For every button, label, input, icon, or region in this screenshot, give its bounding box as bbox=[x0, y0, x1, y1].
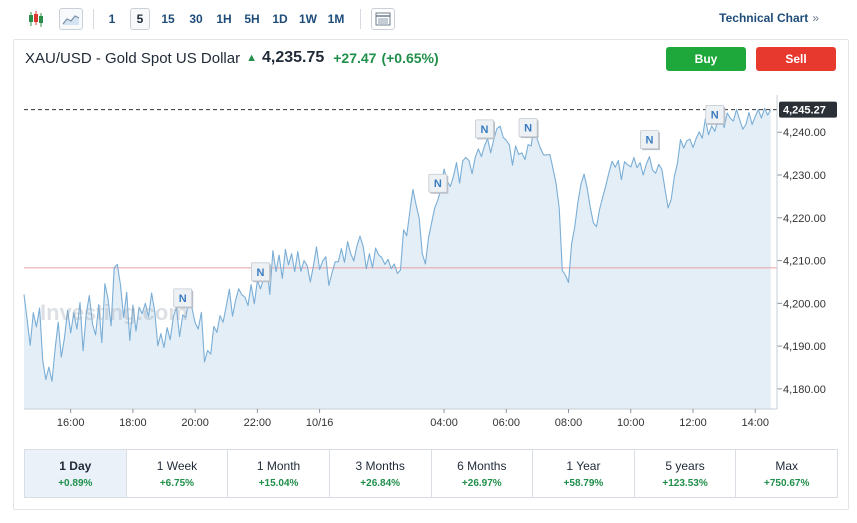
x-tick-label: 22:00 bbox=[244, 417, 272, 429]
technical-chart-label[interactable]: Technical Chart bbox=[719, 11, 809, 25]
range-label: Max bbox=[775, 458, 799, 473]
last-price: 4,235.75 bbox=[261, 49, 325, 66]
news-marker[interactable]: N bbox=[640, 130, 660, 151]
chart-toolbar: 1 5 15 30 1H 5H 1D 1W 1M Technical Chart… bbox=[0, 0, 857, 38]
range-change: +26.97% bbox=[461, 477, 502, 489]
news-marker-label: N bbox=[179, 293, 187, 305]
y-tick-label: 4,240.00 bbox=[783, 127, 826, 139]
news-marker-box bbox=[640, 130, 659, 150]
x-tick-label: 18:00 bbox=[119, 417, 147, 429]
range-5-years[interactable]: 5 years +123.53% bbox=[635, 450, 737, 497]
x-tick-label: 08:00 bbox=[555, 417, 583, 429]
timeframe-1h[interactable]: 1H bbox=[216, 12, 232, 26]
y-tick-label: 4,210.00 bbox=[783, 256, 826, 268]
range-label: 1 Year bbox=[566, 458, 601, 473]
watermark: Investing.com bbox=[40, 300, 188, 325]
news-marker[interactable]: N bbox=[705, 104, 726, 125]
range-6-months[interactable]: 6 Months +26.97% bbox=[432, 450, 534, 497]
timeframe-5[interactable]: 5 bbox=[130, 8, 150, 30]
arrow-up-icon: ▲ bbox=[246, 52, 257, 64]
range-1-month[interactable]: 1 Month +15.04% bbox=[228, 450, 330, 497]
news-marker-box bbox=[251, 262, 270, 282]
news-marker-box bbox=[428, 173, 448, 193]
y-tick-label: 4,200.00 bbox=[783, 298, 826, 310]
toolbar-divider bbox=[93, 9, 94, 29]
range-label: 3 Months bbox=[355, 458, 405, 473]
range-3-months[interactable]: 3 Months +26.84% bbox=[330, 450, 432, 497]
buy-button[interactable]: Buy bbox=[666, 47, 746, 71]
x-tick-label: 04:00 bbox=[430, 417, 458, 429]
range-1-year[interactable]: 1 Year +58.79% bbox=[533, 450, 635, 497]
range-change: +15.04% bbox=[258, 477, 299, 489]
timeframe-5h[interactable]: 5H bbox=[244, 12, 260, 26]
technical-chart-link[interactable]: Technical Chart» bbox=[719, 11, 819, 25]
range-label: 1 Day bbox=[59, 458, 92, 473]
period-range-bar: 1 Day +0.89% 1 Week +6.75% 1 Month +15.04% 3 M… bbox=[24, 449, 838, 498]
news-marker[interactable]: N bbox=[173, 288, 194, 309]
news-marker-box bbox=[173, 288, 193, 308]
news-marker-label: N bbox=[434, 178, 442, 190]
range-change: +123.53% bbox=[662, 477, 708, 489]
candlestick-icon[interactable] bbox=[25, 8, 47, 30]
x-tick-label: 06:00 bbox=[493, 417, 521, 429]
timeframe-30[interactable]: 30 bbox=[189, 12, 203, 26]
x-tick-label: 12:00 bbox=[679, 417, 707, 429]
news-marker[interactable]: N bbox=[428, 173, 449, 194]
range-max[interactable]: Max +750.67% bbox=[736, 450, 837, 497]
range-change: +6.75% bbox=[159, 477, 195, 489]
news-marker-label: N bbox=[524, 123, 532, 135]
news-marker-label: N bbox=[645, 135, 653, 147]
table-icon[interactable] bbox=[371, 8, 395, 30]
area-chart-icon[interactable] bbox=[59, 8, 83, 30]
news-marker-box bbox=[475, 119, 494, 139]
y-tick-label: 4,220.00 bbox=[783, 213, 826, 225]
timeframe-1[interactable]: 1 bbox=[108, 12, 116, 26]
y-tick-label: 4,190.00 bbox=[783, 341, 826, 353]
news-marker[interactable]: N bbox=[518, 118, 539, 139]
y-tick-label: 4,230.00 bbox=[783, 170, 826, 182]
range-label: 1 Month bbox=[256, 458, 301, 473]
x-tick-label: 20:00 bbox=[181, 417, 209, 429]
range-label: 6 Months bbox=[457, 458, 507, 473]
y-tick-label: 4,180.00 bbox=[783, 384, 826, 396]
timeframe-1m[interactable]: 1M bbox=[327, 12, 345, 26]
range-change: +58.79% bbox=[563, 477, 604, 489]
news-marker-label: N bbox=[257, 267, 265, 279]
toolbar-divider bbox=[360, 9, 361, 29]
range-change: +750.67% bbox=[764, 477, 810, 489]
timeframe-15[interactable]: 15 bbox=[161, 12, 175, 26]
current-price-label: 4,245.27 bbox=[783, 105, 826, 117]
price-series-line bbox=[23, 107, 772, 382]
instrument-header: XAU/USD - Gold Spot US Dollar ▲ 4,235.75… bbox=[25, 49, 439, 67]
range-change: +0.89% bbox=[58, 477, 93, 489]
chart-panel: XAU/USD - Gold Spot US Dollar ▲ 4,235.75… bbox=[13, 39, 849, 510]
timeframe-1w[interactable]: 1W bbox=[299, 12, 317, 26]
range-1-week[interactable]: 1 Week +6.75% bbox=[127, 450, 229, 497]
price-change-percent: (+0.65%) bbox=[381, 50, 439, 66]
x-tick-label: 14:00 bbox=[741, 417, 769, 429]
double-chevron-right-icon: » bbox=[812, 11, 819, 25]
x-tick-label: 10/16 bbox=[306, 417, 334, 429]
range-label: 1 Week bbox=[156, 458, 198, 473]
news-marker[interactable]: N bbox=[475, 119, 496, 140]
price-change: +27.47 bbox=[333, 50, 377, 66]
sell-button[interactable]: Sell bbox=[756, 47, 836, 71]
range-1-day[interactable]: 1 Day +0.89% bbox=[25, 450, 127, 497]
news-marker-label: N bbox=[481, 124, 489, 136]
instrument-name: XAU/USD - Gold Spot US Dollar bbox=[25, 49, 241, 67]
news-marker[interactable]: N bbox=[251, 262, 271, 283]
news-marker-box bbox=[518, 118, 538, 138]
news-marker-label: N bbox=[711, 109, 719, 121]
range-change: +26.84% bbox=[360, 477, 401, 489]
current-price-tag bbox=[779, 101, 837, 118]
x-tick-label: 16:00 bbox=[57, 417, 85, 429]
news-marker-box bbox=[705, 104, 725, 124]
range-label: 5 years bbox=[665, 458, 705, 473]
timeframe-1d[interactable]: 1D bbox=[272, 12, 288, 26]
price-area-fill bbox=[24, 108, 771, 410]
price-chart[interactable]: Investing.com 4,245.27 4,240.00 4,230.00 4,… bbox=[0, 0, 857, 440]
x-tick-label: 10:00 bbox=[617, 417, 645, 429]
